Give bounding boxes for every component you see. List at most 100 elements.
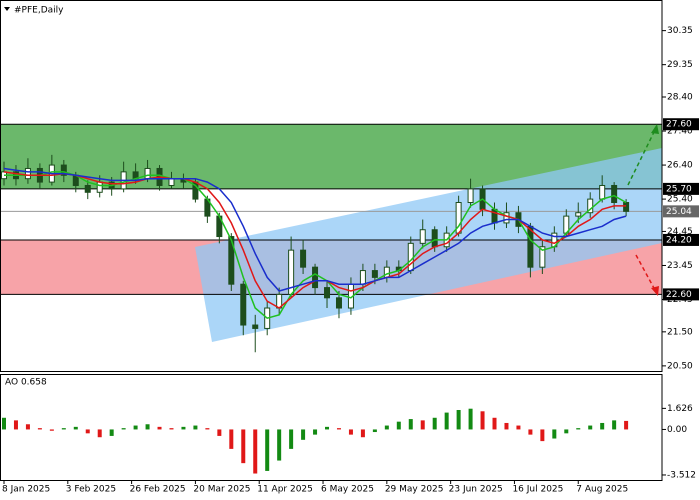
candle-body (96, 181, 103, 193)
ao-bar (301, 429, 306, 440)
ao-bar (504, 422, 509, 430)
y-tick-label: 25.40 (667, 195, 693, 205)
ao-bar (145, 424, 150, 430)
ao-bar (73, 426, 78, 430)
price-label-box (663, 182, 699, 195)
price-label: 27.60 (666, 120, 692, 130)
candle-body (587, 198, 594, 214)
ao-bar (181, 426, 186, 430)
ao-bar (133, 425, 138, 430)
ao-tick-label: -3.512 (667, 470, 696, 480)
ao-tick-label: 1.626 (667, 404, 693, 414)
x-tick-label: 6 May 2025 (321, 485, 374, 495)
y-tick-label: 30.35 (667, 26, 693, 36)
candle-body (252, 324, 259, 329)
x-tick-label: 23 Jun 2025 (449, 485, 503, 495)
y-tick-label: 23.45 (667, 261, 693, 271)
candle-body (431, 229, 438, 248)
price-label: 24.20 (666, 235, 692, 245)
ao-bar (37, 428, 42, 430)
ao-bar (109, 429, 114, 436)
ao-bar (588, 425, 593, 430)
ao-bar (600, 422, 605, 430)
ao-bar (528, 429, 533, 435)
candle-body (407, 242, 414, 272)
ao-bar (408, 419, 413, 430)
ao-bar (193, 425, 198, 430)
ao-bar (372, 429, 377, 433)
price-label: 25.04 (666, 207, 692, 217)
ao-bar (624, 420, 629, 430)
price-label: 25.70 (666, 184, 692, 194)
candle-body (335, 297, 342, 309)
candle-body (359, 270, 366, 285)
ao-bar (277, 429, 282, 461)
candle-body (539, 246, 546, 268)
ao-bar (492, 417, 497, 430)
ao-bar (612, 420, 617, 430)
price-pane (0, 123, 662, 353)
down-arrow-head (651, 286, 659, 296)
ao-bar (157, 426, 162, 430)
up-arrow-head (651, 124, 659, 134)
ao-bar (444, 412, 449, 430)
ao-bar (336, 428, 341, 430)
x-tick-label: 16 Jul 2025 (512, 485, 563, 495)
ao-bar (289, 429, 294, 449)
y-tick-label: 20.50 (667, 361, 693, 371)
candle-body (84, 184, 91, 193)
ao-bar (169, 428, 174, 430)
ao-bar (396, 421, 401, 430)
ao-bar (325, 426, 330, 430)
ao-bar (121, 428, 126, 430)
y-tick-label: 28.40 (667, 92, 693, 102)
ao-bar (468, 408, 473, 430)
price-label-box (663, 118, 699, 131)
chart-title: #PFE,Daily (14, 6, 64, 16)
ao-bar (313, 429, 318, 435)
x-tick-label: 3 Feb 2025 (66, 485, 116, 495)
y-tick-label: 24.45 (667, 227, 693, 237)
candle-body (419, 229, 426, 244)
y-tick-label: 26.40 (667, 161, 693, 171)
ao-bar (229, 429, 234, 449)
axes: 30.35 29.35 28.40 27.40 26.40 25.40 24.45 23.45… (2, 26, 699, 495)
candle-body (623, 202, 630, 212)
x-tick-label: 8 Jan 2025 (2, 485, 50, 495)
candle-body (300, 249, 307, 268)
candle-body (611, 184, 618, 204)
candle-body (527, 225, 534, 268)
candle-body (503, 212, 510, 224)
candle-body (383, 266, 390, 278)
ao-bar (265, 429, 270, 471)
candle-body (371, 270, 378, 278)
ao-bar (61, 428, 66, 430)
x-tick-label: 7 Aug 2025 (576, 485, 628, 495)
ao-bar (516, 425, 521, 430)
ao-bar (384, 425, 389, 430)
x-tick-label: 20 Mar 2025 (193, 485, 250, 495)
ao-bar (217, 429, 222, 436)
ao-bar (456, 410, 461, 430)
y-tick-label: 27.40 (667, 127, 693, 137)
price-label-box (663, 205, 699, 218)
candle-body (312, 266, 319, 289)
x-tick-label: 11 Apr 2025 (257, 485, 313, 495)
ao-bar (420, 420, 425, 430)
candle-body (144, 167, 151, 180)
price-frame (0, 0, 663, 372)
ao-bar (480, 411, 485, 430)
ao-bar (576, 428, 581, 430)
candle-body (24, 167, 31, 180)
ao-bar (25, 424, 30, 430)
ao-bar (2, 417, 6, 430)
candle-body (60, 164, 67, 176)
y-tick-label: 29.35 (667, 60, 693, 70)
ao-bar (241, 429, 246, 464)
ao-tick-label: 0.00 (667, 425, 687, 435)
ao-pane (2, 408, 629, 474)
moving-average (4, 171, 627, 320)
ao-title: AO 0.658 (5, 378, 47, 388)
ao-frame (0, 374, 663, 481)
price-channel (195, 148, 662, 342)
